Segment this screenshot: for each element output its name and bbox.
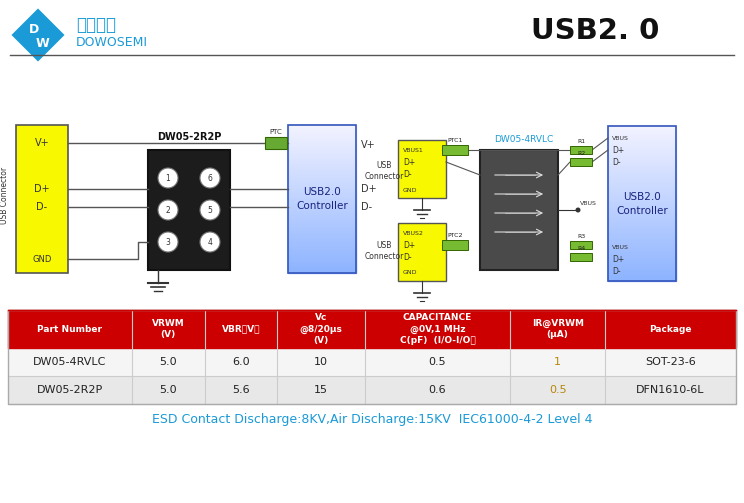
FancyBboxPatch shape — [480, 150, 558, 270]
Text: Package: Package — [650, 324, 692, 333]
Circle shape — [200, 232, 220, 252]
Text: VBUS1: VBUS1 — [403, 147, 424, 152]
Circle shape — [158, 200, 178, 220]
Text: Vc
@8/20μs
(V): Vc @8/20μs (V) — [300, 313, 342, 345]
Text: 5.0: 5.0 — [159, 357, 177, 367]
Text: D+: D+ — [612, 145, 624, 154]
FancyBboxPatch shape — [8, 348, 736, 376]
Text: 5: 5 — [208, 206, 213, 214]
Text: SOT-23-6: SOT-23-6 — [645, 357, 696, 367]
Text: PTC1: PTC1 — [447, 138, 463, 143]
Text: USB2.0
Controller: USB2.0 Controller — [296, 187, 348, 211]
Text: USB2.0
Controller: USB2.0 Controller — [616, 192, 668, 215]
FancyBboxPatch shape — [442, 145, 468, 155]
Text: 1: 1 — [554, 357, 561, 367]
Text: V+: V+ — [361, 140, 376, 150]
Text: 4: 4 — [208, 237, 213, 246]
Text: VBUS: VBUS — [612, 244, 629, 249]
Text: USB2. 0: USB2. 0 — [530, 17, 659, 45]
Text: 3: 3 — [166, 237, 170, 246]
Text: D-: D- — [403, 170, 411, 179]
Text: VBUS2: VBUS2 — [403, 230, 424, 235]
Text: GND: GND — [32, 255, 51, 264]
Text: 0.5: 0.5 — [429, 357, 446, 367]
Text: PTC2: PTC2 — [447, 233, 463, 238]
Text: 东沃电子: 东沃电子 — [76, 16, 116, 34]
FancyBboxPatch shape — [442, 240, 468, 250]
Text: D-: D- — [361, 202, 372, 212]
Text: DFN1610-6L: DFN1610-6L — [636, 385, 705, 395]
Text: PTC: PTC — [269, 129, 283, 135]
Text: D+: D+ — [612, 255, 624, 264]
FancyBboxPatch shape — [570, 146, 592, 154]
FancyBboxPatch shape — [8, 310, 736, 348]
Text: 6.0: 6.0 — [232, 357, 250, 367]
Text: 1: 1 — [166, 174, 170, 183]
Text: 0.6: 0.6 — [429, 385, 446, 395]
Text: 5.0: 5.0 — [159, 385, 177, 395]
Text: 10: 10 — [314, 357, 328, 367]
Circle shape — [158, 232, 178, 252]
Text: 15: 15 — [314, 385, 328, 395]
Circle shape — [200, 168, 220, 188]
Text: IR@VRWM
(μA): IR@VRWM (μA) — [532, 319, 583, 339]
Text: VBUS: VBUS — [580, 201, 597, 206]
Text: Part Number: Part Number — [37, 324, 103, 333]
Polygon shape — [10, 7, 66, 63]
Text: DW05-2R2P: DW05-2R2P — [157, 132, 221, 142]
Circle shape — [200, 200, 220, 220]
Text: USB Connector: USB Connector — [1, 166, 10, 223]
Text: R1: R1 — [577, 139, 585, 144]
Text: V+: V+ — [35, 138, 49, 148]
Text: R2: R2 — [577, 151, 585, 156]
Text: CAPACITANCE
@0V,1 MHz
C(pF)  (I/O-I/O）: CAPACITANCE @0V,1 MHz C(pF) (I/O-I/O） — [400, 313, 475, 345]
Circle shape — [576, 208, 580, 212]
Text: DW05-4RVLC: DW05-4RVLC — [33, 357, 106, 367]
Text: 2: 2 — [166, 206, 170, 214]
Text: VBUS: VBUS — [612, 135, 629, 140]
Text: R4: R4 — [577, 246, 585, 251]
Text: 6: 6 — [208, 174, 213, 183]
Text: R3: R3 — [577, 234, 585, 239]
FancyBboxPatch shape — [570, 241, 592, 249]
Text: D+: D+ — [403, 240, 415, 249]
Text: GND: GND — [403, 271, 417, 276]
Text: D+: D+ — [34, 184, 50, 194]
Text: D+: D+ — [361, 184, 376, 194]
FancyBboxPatch shape — [265, 137, 287, 149]
Text: D: D — [29, 23, 39, 36]
Text: D-: D- — [36, 202, 48, 212]
Text: DW05-4RVLC: DW05-4RVLC — [494, 135, 554, 144]
Text: D-: D- — [612, 267, 620, 276]
FancyBboxPatch shape — [148, 150, 230, 270]
Text: D-: D- — [612, 157, 620, 166]
FancyBboxPatch shape — [570, 158, 592, 166]
Text: GND: GND — [403, 188, 417, 193]
FancyBboxPatch shape — [8, 376, 736, 404]
Text: D-: D- — [403, 253, 411, 262]
Text: DOWOSEMI: DOWOSEMI — [76, 36, 148, 48]
FancyBboxPatch shape — [398, 223, 446, 281]
FancyBboxPatch shape — [16, 125, 68, 273]
Text: USB
Connector: USB Connector — [365, 240, 404, 262]
FancyBboxPatch shape — [570, 253, 592, 261]
Text: 5.6: 5.6 — [232, 385, 250, 395]
Text: W: W — [35, 37, 49, 49]
Text: D+: D+ — [403, 157, 415, 166]
Text: 0.5: 0.5 — [549, 385, 566, 395]
Text: VRWM
(V): VRWM (V) — [152, 319, 185, 339]
Text: USB
Connector: USB Connector — [365, 160, 404, 182]
FancyBboxPatch shape — [398, 140, 446, 198]
Text: VBR（V）: VBR（V） — [222, 324, 260, 333]
Text: ESD Contact Discharge:8KV,Air Discharge:15KV  IEC61000-4-2 Level 4: ESD Contact Discharge:8KV,Air Discharge:… — [152, 413, 592, 427]
Circle shape — [158, 168, 178, 188]
Text: DW05-2R2P: DW05-2R2P — [36, 385, 103, 395]
